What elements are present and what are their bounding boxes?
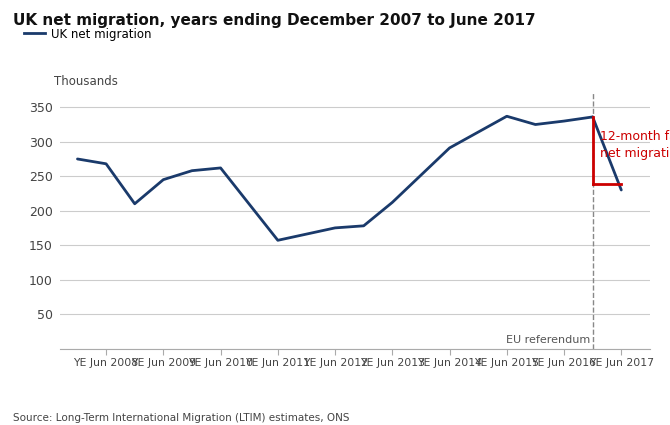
Text: Source: Long-Term International Migration (LTIM) estimates, ONS: Source: Long-Term International Migratio… — [13, 413, 350, 423]
Text: EU referendum: EU referendum — [506, 335, 590, 345]
Text: 12-month fall in
net migration: 12-month fall in net migration — [600, 130, 670, 160]
Legend: UK net migration: UK net migration — [19, 23, 156, 45]
Text: Thousands: Thousands — [54, 75, 119, 88]
Text: UK net migration, years ending December 2007 to June 2017: UK net migration, years ending December … — [13, 13, 536, 28]
